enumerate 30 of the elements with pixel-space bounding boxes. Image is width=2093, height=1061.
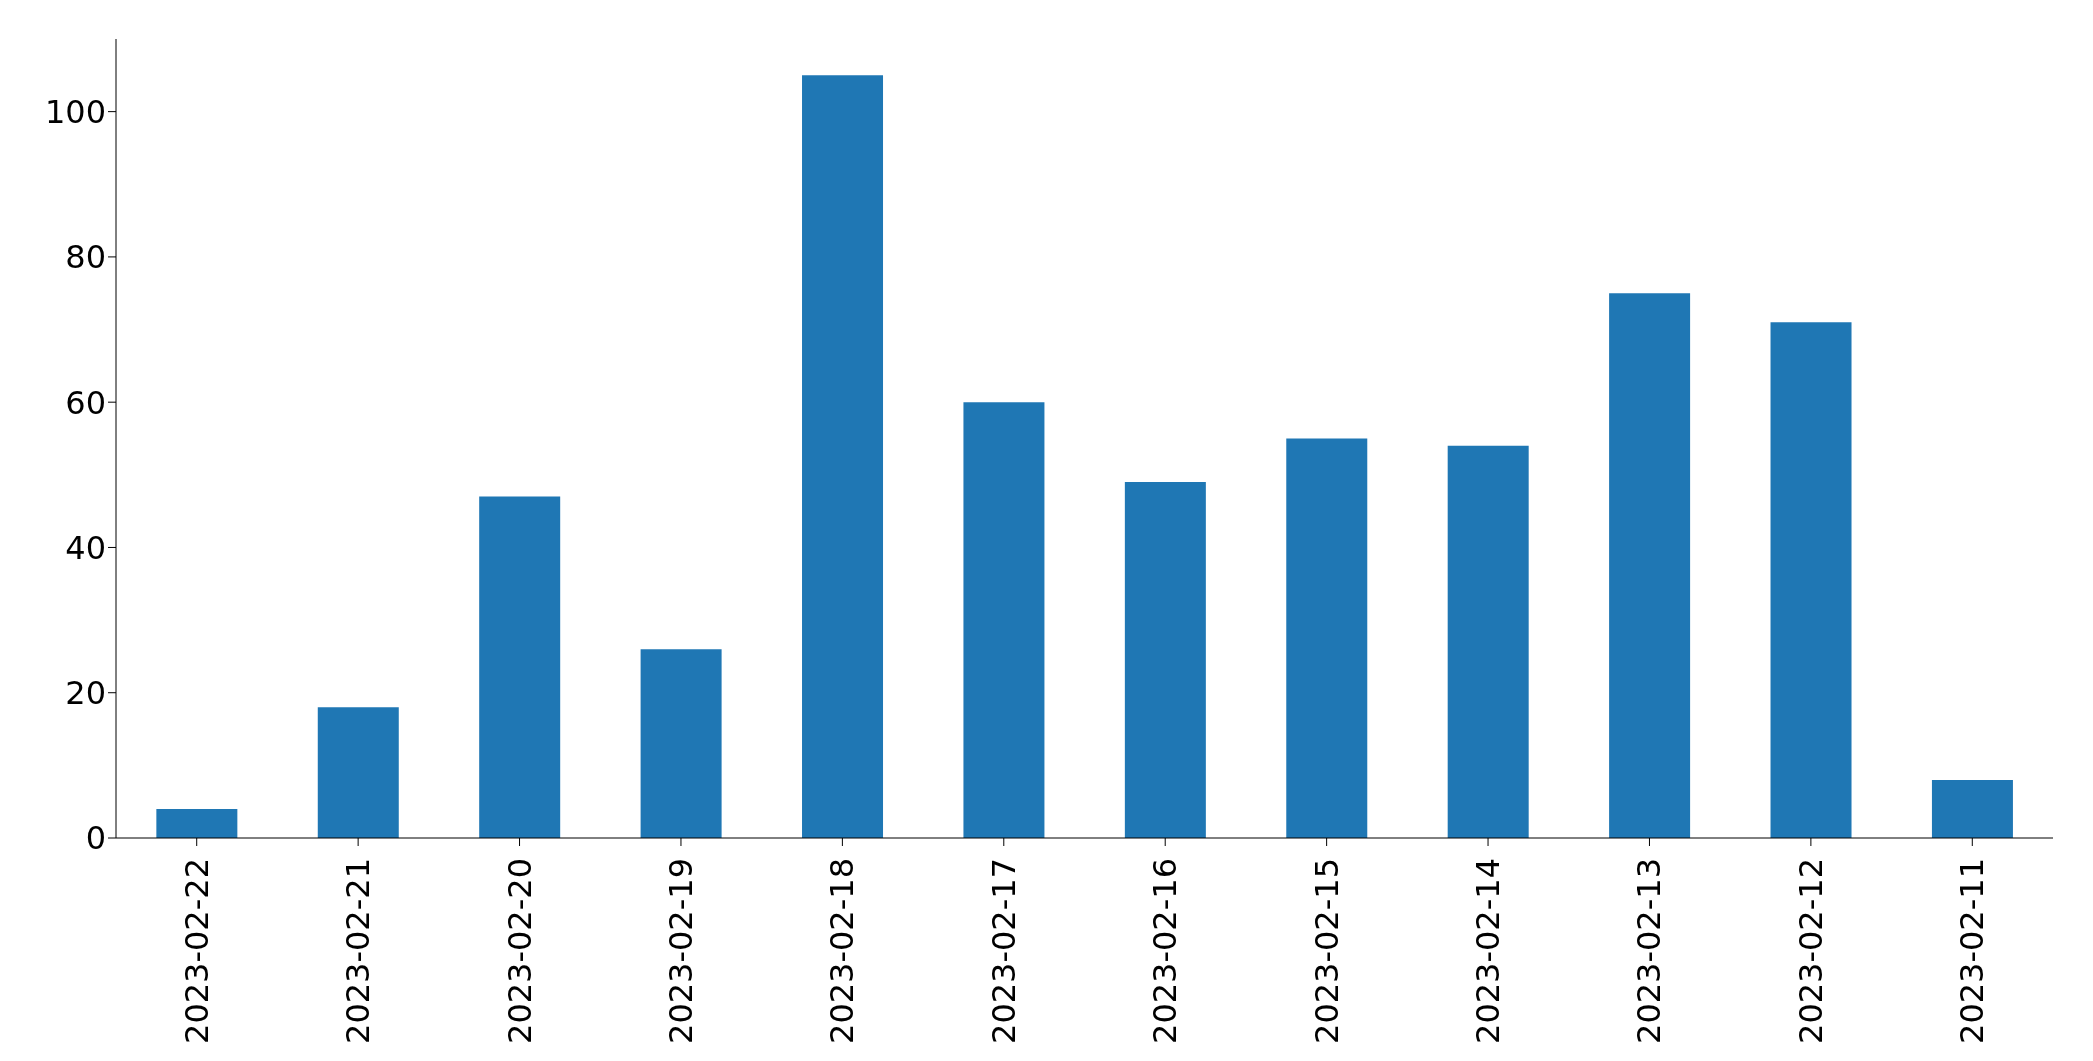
x-tick-label: 2023-02-13 (1630, 858, 1669, 1044)
y-tick-label: 0 (85, 819, 106, 858)
bar (1609, 293, 1691, 838)
y-tick-label: 40 (65, 528, 106, 567)
y-tick-label: 20 (65, 674, 106, 713)
x-tick-label: 2023-02-11 (1953, 858, 1992, 1044)
x-tick-label: 2023-02-19 (661, 858, 700, 1044)
x-tick-label: 2023-02-12 (1791, 858, 1830, 1044)
x-tick-label: 2023-02-18 (823, 858, 862, 1044)
bar (1770, 322, 1852, 838)
y-tick-label: 100 (44, 93, 106, 131)
bar (156, 808, 238, 838)
y-tick-label: 60 (65, 383, 106, 422)
x-tick-label: 2023-02-15 (1307, 858, 1346, 1044)
x-tick-label: 2023-02-21 (339, 858, 378, 1044)
x-tick-label: 2023-02-17 (984, 858, 1023, 1044)
bar (963, 402, 1045, 838)
x-tick-label: 2023-02-16 (1146, 858, 1185, 1044)
bar (1931, 779, 2013, 838)
bar (640, 649, 722, 838)
bar (1286, 438, 1368, 838)
bar (317, 707, 399, 838)
bar (1124, 482, 1206, 838)
x-tick-label: 2023-02-20 (500, 858, 539, 1044)
bar (479, 496, 561, 838)
bar (1447, 445, 1529, 838)
x-tick-label: 2023-02-14 (1469, 858, 1508, 1044)
x-tick-label: 2023-02-22 (177, 858, 216, 1044)
bar (802, 75, 884, 838)
y-tick-label: 80 (65, 238, 106, 277)
